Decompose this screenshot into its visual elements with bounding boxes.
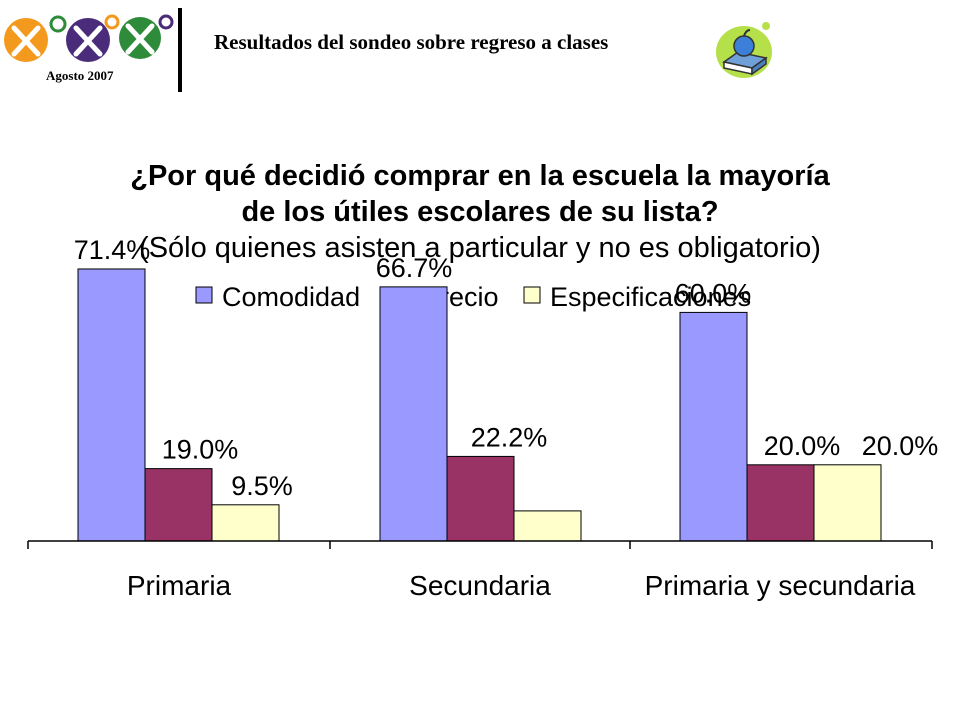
chart-title-line1: ¿Por qué decidió comprar en la escuela l… (130, 160, 830, 192)
data-label-especificaciones-2: 20.0% (862, 431, 939, 461)
bar-comodidad-1 (379, 286, 448, 542)
legend-swatch-especificaciones (523, 286, 541, 304)
legend-label-especificaciones: Especificaciones (550, 282, 751, 312)
survey-date: Agosto 2007 (46, 68, 114, 83)
data-label-precio-1: 22.2% (471, 422, 548, 452)
bar-especificaciones-1 (513, 510, 582, 542)
book-apple-icon (716, 22, 772, 78)
category-label-0: Primaria (127, 570, 232, 601)
bar-precio-2 (746, 464, 815, 542)
bar-precio-0 (144, 468, 213, 542)
bar-comodidad-0 (77, 268, 146, 542)
data-label-precio-0: 19.0% (162, 435, 239, 465)
survey-logo (4, 14, 174, 62)
header-divider (178, 8, 182, 92)
category-label-1: Secundaria (409, 570, 551, 601)
data-label-especificaciones-0: 9.5% (231, 471, 293, 501)
data-label-comodidad-2: 60.0% (675, 278, 752, 308)
chart-title-block: ¿Por qué decidió comprar en la escuela l… (0, 158, 960, 266)
legend-swatch-comodidad (195, 286, 213, 304)
category-label-2: Primaria y secundaria (645, 570, 916, 601)
page-title: Resultados del sondeo sobre regreso a cl… (214, 30, 609, 54)
bar-comodidad-2 (679, 311, 748, 542)
bar-especificaciones-2 (813, 464, 882, 542)
legend-label-comodidad: Comodidad (222, 282, 360, 312)
data-label-precio-2: 20.0% (764, 431, 841, 461)
bar-precio-1 (446, 455, 515, 542)
data-label-comodidad-1: 66.7% (376, 253, 453, 283)
bar-especificaciones-0 (211, 504, 280, 542)
chart-subtitle: (Sólo quienes asisten a particular y no … (139, 232, 821, 264)
data-label-comodidad-0: 71.4% (74, 235, 151, 265)
chart-title-line2: de los útiles escolares de su lista? (241, 196, 719, 228)
